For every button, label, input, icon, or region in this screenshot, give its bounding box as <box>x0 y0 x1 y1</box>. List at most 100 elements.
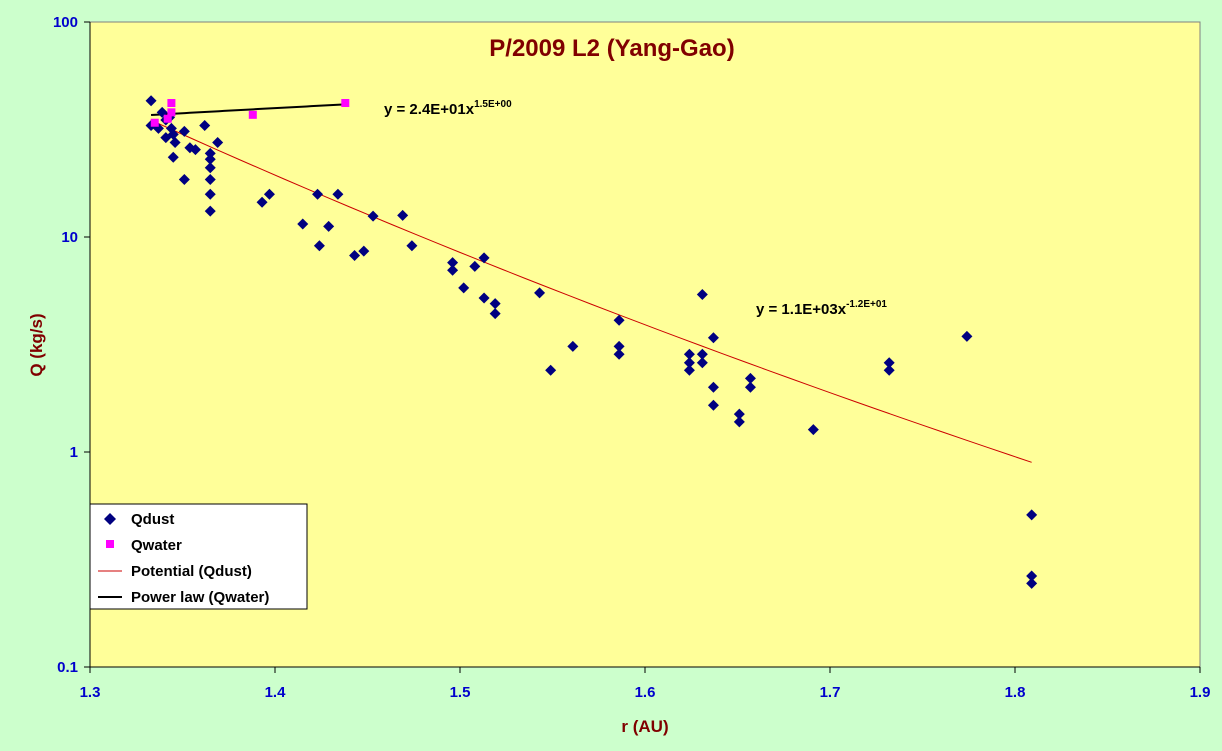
point-qdust <box>489 298 501 310</box>
point-qdust <box>1026 509 1038 521</box>
trendlines <box>150 103 1032 463</box>
y-ticks: 0.1 1 10 100 <box>53 14 90 676</box>
point-qdust <box>707 381 719 393</box>
point-qwater <box>341 99 350 108</box>
point-qdust <box>613 340 625 352</box>
x-tick-label: 1.5 <box>450 684 471 701</box>
point-qdust <box>707 332 719 344</box>
point-qdust <box>733 408 745 420</box>
point-qdust <box>447 257 459 269</box>
legend-label-potential: Potential (Qdust) <box>131 563 252 580</box>
point-qdust <box>167 151 179 163</box>
equation-water-base: y = 2.4E+01x <box>384 101 475 118</box>
point-qdust <box>613 348 625 360</box>
legend-label-powerlaw: Power law (Qwater) <box>131 589 269 606</box>
point-qwater <box>248 110 257 119</box>
point-qdust <box>683 348 695 360</box>
legend-box <box>89 503 308 610</box>
trendline-qdust <box>150 119 1032 463</box>
x-tick-label: 1.3 <box>80 684 101 701</box>
point-qdust <box>478 252 490 264</box>
legend-label-qdust: Qdust <box>131 511 174 528</box>
point-qdust <box>358 245 370 257</box>
point-qdust <box>883 364 895 376</box>
point-qdust <box>256 196 268 208</box>
point-qdust <box>204 153 216 165</box>
point-qdust <box>332 188 344 200</box>
point-qdust <box>447 264 459 276</box>
y-axis-label: Q (kg/s) <box>27 313 46 376</box>
point-qdust <box>204 162 216 174</box>
point-qdust <box>204 205 216 217</box>
point-qwater <box>167 108 176 117</box>
legend-label-qwater: Qwater <box>131 537 182 554</box>
point-qdust <box>212 137 224 149</box>
y-tick-label: 100 <box>53 14 78 31</box>
point-qdust <box>478 292 490 304</box>
x-ticks: 1.3 1.4 1.5 1.6 1.7 1.8 1.9 <box>80 667 1211 701</box>
point-qdust <box>696 289 708 301</box>
equation-dust-base: y = 1.1E+03x <box>756 301 847 318</box>
point-qdust <box>313 240 325 252</box>
point-qdust <box>349 250 361 262</box>
point-qdust <box>807 424 819 436</box>
point-qdust <box>707 399 719 411</box>
point-qwater <box>163 114 172 123</box>
point-qdust <box>733 416 745 428</box>
point-qdust <box>696 348 708 360</box>
point-qdust <box>397 209 409 221</box>
point-qdust <box>189 144 201 156</box>
x-tick-label: 1.4 <box>265 684 287 701</box>
point-qdust <box>204 174 216 186</box>
x-axis-label: r (AU) <box>621 717 668 736</box>
point-qdust <box>883 357 895 369</box>
point-qdust <box>683 357 695 369</box>
point-qdust <box>567 340 579 352</box>
data-points <box>145 95 1038 589</box>
point-qdust <box>297 218 309 230</box>
legend-marker-qdust <box>104 513 116 525</box>
equation-water: y = 2.4E+01x1.5E+00 <box>384 99 512 118</box>
point-qdust <box>469 260 481 272</box>
point-qdust <box>323 220 335 232</box>
point-qdust <box>169 137 181 149</box>
point-qdust <box>167 128 179 140</box>
chart-title: P/2009 L2 (Yang-Gao) <box>489 35 734 62</box>
point-qdust <box>406 240 418 252</box>
equation-dust: y = 1.1E+03x-1.2E+01 <box>756 299 887 318</box>
y-tick-label: 10 <box>61 229 78 246</box>
point-qdust <box>204 147 216 159</box>
point-qdust <box>545 364 557 376</box>
point-qdust <box>1026 570 1038 582</box>
point-qdust <box>1026 577 1038 589</box>
point-qdust <box>178 125 190 137</box>
point-qdust <box>204 188 216 200</box>
point-qdust <box>696 357 708 369</box>
equation-dust-exponent: -1.2E+01 <box>846 299 887 310</box>
point-qwater <box>150 118 159 127</box>
y-tick-label: 1 <box>70 444 78 461</box>
x-tick-label: 1.7 <box>820 684 841 701</box>
point-qdust <box>683 364 695 376</box>
point-qdust <box>534 287 546 299</box>
point-qdust <box>312 188 324 200</box>
point-qdust <box>178 174 190 186</box>
point-qdust <box>199 120 211 132</box>
x-tick-label: 1.6 <box>635 684 656 701</box>
point-qdust <box>744 381 756 393</box>
y-tick-label: 0.1 <box>57 659 78 676</box>
point-qwater <box>167 99 176 108</box>
point-qdust <box>613 314 625 326</box>
legend: Qdust Qwater Potential (Qdust) Power law… <box>89 503 308 610</box>
point-qdust <box>367 210 379 222</box>
point-qdust <box>961 330 973 342</box>
equation-water-exponent: 1.5E+00 <box>474 99 512 110</box>
point-qdust <box>263 188 275 200</box>
point-qdust <box>145 95 157 107</box>
legend-marker-qwater <box>106 540 114 548</box>
point-qdust <box>152 122 164 134</box>
x-tick-label: 1.9 <box>1190 684 1211 701</box>
point-qdust <box>744 372 756 384</box>
x-tick-label: 1.8 <box>1005 684 1026 701</box>
